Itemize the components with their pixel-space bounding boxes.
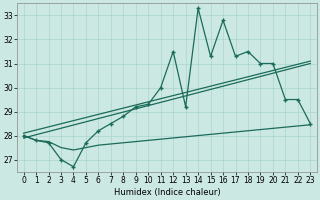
X-axis label: Humidex (Indice chaleur): Humidex (Indice chaleur) xyxy=(114,188,220,197)
